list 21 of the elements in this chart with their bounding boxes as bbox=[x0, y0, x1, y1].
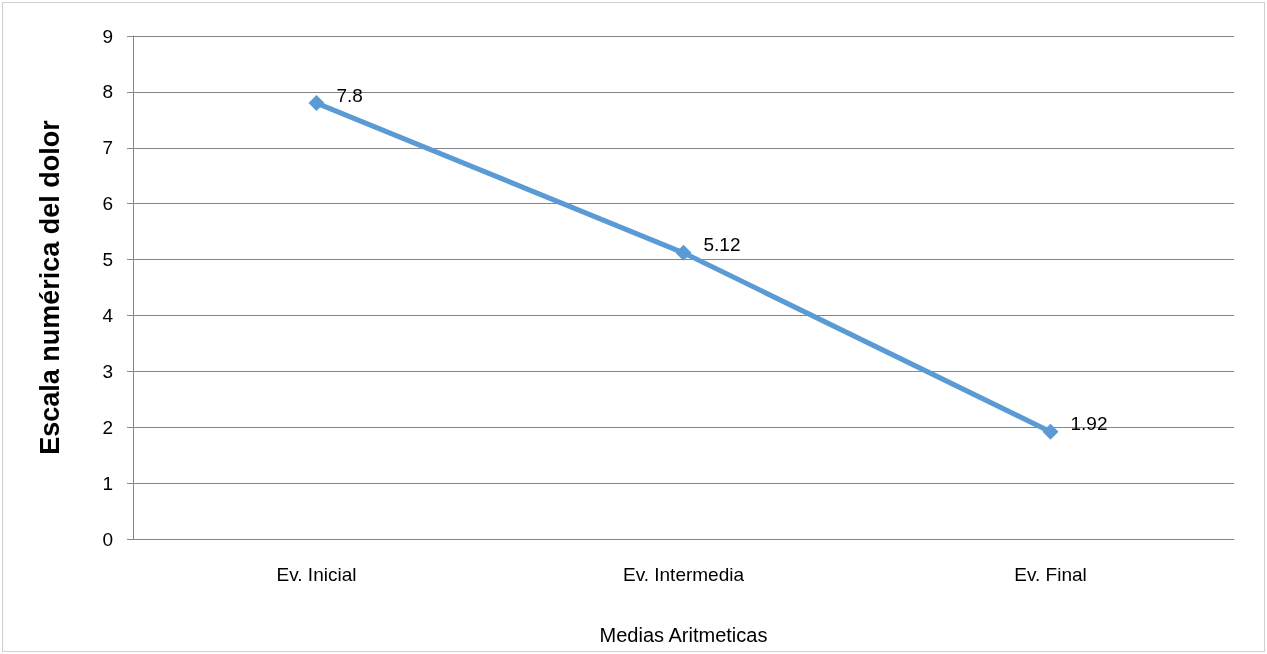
x-tick-label: Ev. Final bbox=[1014, 564, 1087, 585]
y-tick-label: 0 bbox=[102, 528, 113, 550]
y-tick-label: 5 bbox=[102, 249, 113, 271]
y-tick-label: 2 bbox=[102, 416, 113, 438]
point bbox=[308, 95, 325, 112]
y-axis-title: Escala numérica del dolor bbox=[34, 119, 65, 455]
y-tick-label: 9 bbox=[102, 25, 113, 47]
data-label: 7.8 bbox=[336, 84, 363, 106]
y-tick-label: 4 bbox=[102, 304, 114, 326]
y-tick-label: 8 bbox=[102, 81, 113, 103]
data-label: 5.12 bbox=[703, 234, 741, 256]
data-label: 1.92 bbox=[1070, 413, 1108, 435]
x-axis-title: Medias Aritmeticas bbox=[599, 624, 768, 646]
y-tick-label: 6 bbox=[102, 193, 113, 215]
y-tick-label: 1 bbox=[102, 472, 113, 494]
point bbox=[1042, 423, 1059, 440]
y-tick-label: 3 bbox=[102, 360, 113, 382]
point bbox=[675, 244, 692, 261]
y-tick-label: 7 bbox=[102, 137, 113, 159]
x-tick-label: Ev. Intermedia bbox=[622, 564, 745, 585]
x-tick-label: Ev. Inicial bbox=[276, 564, 357, 585]
